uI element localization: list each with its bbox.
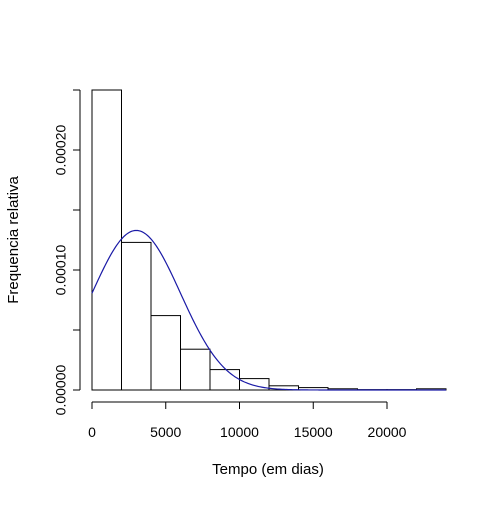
x-tick-label: 15000 xyxy=(294,424,333,440)
histogram-bar xyxy=(92,90,122,390)
histogram-bar xyxy=(122,242,152,390)
histogram-bar xyxy=(181,349,211,390)
bars-layer xyxy=(92,90,446,390)
histogram-bar xyxy=(151,316,181,390)
x-tick-label: 0 xyxy=(88,424,96,440)
x-axis-label: Tempo (em dias) xyxy=(212,461,324,478)
y-axis: 0.00000 0.00010 0.00020 xyxy=(53,90,80,415)
x-tick-label: 10000 xyxy=(220,424,259,440)
y-tick-label: 0.00000 xyxy=(53,364,69,415)
x-tick-label: 5000 xyxy=(150,424,181,440)
y-tick-label: 0.00020 xyxy=(53,124,69,175)
x-axis: 0 5000 10000 15000 20000 xyxy=(88,402,407,440)
y-tick-label: 0.00010 xyxy=(53,244,69,295)
y-axis-label: Frequencia relativa xyxy=(5,176,22,304)
x-tick-label: 20000 xyxy=(368,424,407,440)
histogram-bar xyxy=(210,370,240,390)
histogram-bar xyxy=(240,379,270,390)
